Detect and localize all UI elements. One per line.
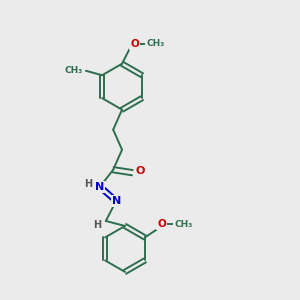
Text: CH₃: CH₃: [146, 40, 164, 49]
Text: N: N: [112, 196, 121, 206]
Text: H: H: [84, 179, 92, 189]
Text: O: O: [130, 39, 139, 49]
Text: N: N: [95, 182, 105, 192]
Text: CH₃: CH₃: [64, 66, 83, 75]
Text: O: O: [135, 166, 144, 176]
Text: O: O: [157, 219, 166, 229]
Text: H: H: [93, 220, 101, 230]
Text: CH₃: CH₃: [174, 220, 192, 229]
